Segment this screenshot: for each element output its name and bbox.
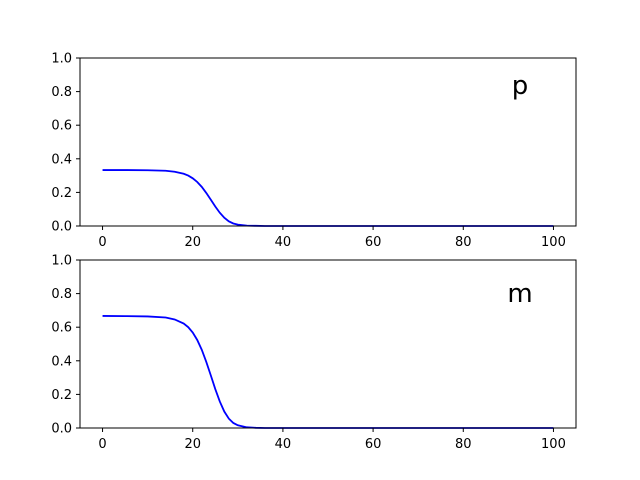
x-tick-label: 0 [98, 437, 106, 452]
series-line-m [102, 315, 554, 429]
y-tick-label: 0.8 [51, 85, 72, 100]
y-tick-label: 0.6 [51, 321, 72, 336]
x-tick-label: 20 [184, 437, 201, 452]
y-tick-label: 0.6 [51, 119, 72, 134]
x-tick-label: 0 [98, 235, 106, 250]
x-tick-label: 40 [275, 437, 292, 452]
x-tick-label: 80 [455, 437, 472, 452]
panel-annotation: m [507, 279, 532, 309]
y-tick-label: 1.0 [51, 254, 72, 269]
axes-frame [79, 57, 577, 227]
x-tick-label: 60 [365, 235, 382, 250]
panel-p: 0 20 40 60 80 100 0.0 0.2 0.4 0.6 0.8 1.0 p [51, 52, 577, 250]
x-tick-label: 80 [455, 235, 472, 250]
x-tick-label: 40 [275, 235, 292, 250]
y-tick-label: 0.4 [51, 354, 72, 369]
y-tick-label: 1.0 [51, 52, 72, 67]
y-tick-label: 0.0 [51, 422, 72, 437]
x-tick-label: 100 [541, 235, 566, 250]
series-line-p [102, 169, 554, 227]
y-tick-label: 0.4 [51, 152, 72, 167]
x-tick-label: 60 [365, 437, 382, 452]
axes-frame [79, 259, 577, 429]
y-tick-label: 0.8 [51, 287, 72, 302]
y-tick-label: 0.2 [51, 186, 72, 201]
x-tick-label: 100 [541, 437, 566, 452]
panel-annotation: p [512, 71, 529, 101]
x-tick-label: 20 [184, 235, 201, 250]
panel-m: 0 20 40 60 80 100 0.0 0.2 0.4 0.6 0.8 1.0 m [51, 254, 577, 452]
y-tick-label: 0.0 [51, 220, 72, 235]
y-tick-label: 0.2 [51, 388, 72, 403]
